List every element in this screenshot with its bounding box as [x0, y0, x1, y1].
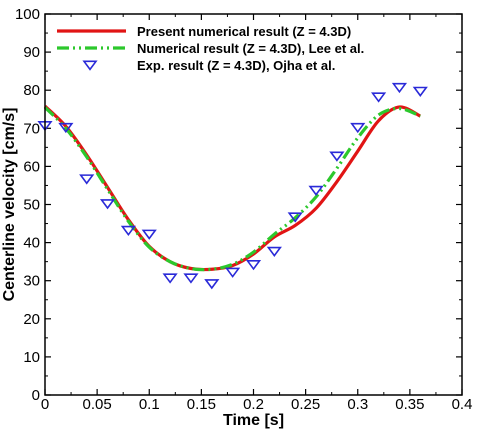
- y-tick-label: 70: [23, 120, 40, 137]
- ticks-layer: 0 0.05 0.1 0.15 0.2 0.25 0.3 0.35 0.4 0 10 20 30 40 50…: [15, 6, 472, 413]
- exp-data-point: [58, 122, 74, 134]
- exp-data-point: [350, 122, 366, 134]
- exp-data-point: [225, 267, 241, 278]
- exp-data-point: [287, 212, 303, 223]
- series-layer: [37, 82, 428, 290]
- exp-data-point: [79, 174, 95, 185]
- y-tick-label: 10: [23, 349, 40, 366]
- y-tick-label: 80: [23, 82, 40, 99]
- y-tick-label: 90: [23, 44, 40, 61]
- exp-data-point: [329, 151, 345, 162]
- x-tick-label: 0.25: [291, 396, 320, 413]
- x-tick-label: 0.3: [347, 396, 368, 413]
- exp-data-point: [245, 260, 262, 271]
- exp-data-point: [141, 229, 157, 240]
- x-axis-title: Time [s]: [223, 412, 284, 429]
- x-tick-label: 0.05: [83, 396, 112, 413]
- y-axis-title: Centerline velocity [cm/s]: [1, 108, 18, 302]
- exp-data-point: [266, 246, 282, 257]
- plot-area-frame: [44, 13, 463, 396]
- x-tick-label: 0.2: [243, 396, 264, 413]
- y-tick-label: 60: [23, 158, 40, 175]
- exp-data-point: [183, 273, 199, 284]
- exp-data-point: [120, 225, 136, 237]
- exp-data-point: [391, 82, 408, 94]
- exp-data-point: [308, 185, 324, 197]
- legend-marker-sample: [82, 60, 98, 71]
- x-tick-label: 0.15: [187, 396, 216, 413]
- y-tick-label: 50: [23, 197, 40, 214]
- y-tick-label: 30: [23, 273, 40, 290]
- legend: Present numerical result (Z = 4.3D) Numer…: [57, 24, 364, 73]
- legend-entry-label: Exp. result (Z = 4.3D), Ojha et al.: [137, 58, 335, 73]
- y-tick-label: 20: [23, 311, 40, 328]
- exp-data-point: [162, 273, 178, 284]
- x-tick-label: 0.4: [452, 396, 473, 413]
- y-tick-label: 40: [23, 235, 40, 252]
- exp-data-point: [412, 86, 428, 97]
- exp-data-point: [371, 92, 387, 103]
- y-tick-label: 0: [32, 387, 40, 404]
- x-tick-label: 0.35: [395, 396, 424, 413]
- x-tick-label: 0: [41, 396, 49, 413]
- exp-data-point: [99, 199, 116, 210]
- exp-data-point: [204, 279, 220, 290]
- legend-entry-label: Numerical result (Z = 4.3D), Lee et al.: [137, 41, 364, 56]
- y-tick-label: 100: [15, 6, 40, 23]
- legend-entry-label: Present numerical result (Z = 4.3D): [137, 24, 351, 39]
- x-tick-label: 0.1: [139, 396, 160, 413]
